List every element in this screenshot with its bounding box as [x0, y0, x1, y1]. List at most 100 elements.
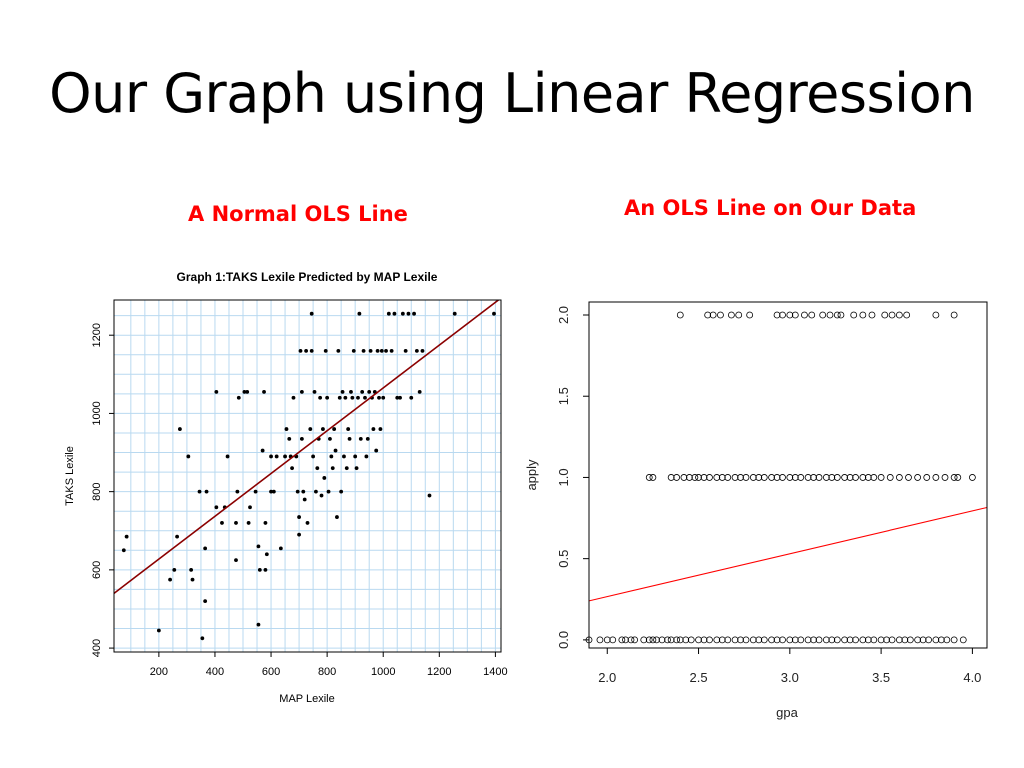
- right-data-point: [755, 474, 763, 481]
- right-data-point: [870, 636, 878, 644]
- left-data-point: [398, 395, 402, 400]
- right-data-point: [808, 311, 816, 319]
- left-y-tick-label: 400: [91, 639, 103, 657]
- right-data-point: [864, 636, 872, 644]
- left-data-point: [328, 436, 332, 441]
- left-data-point: [375, 348, 380, 353]
- left-data-point: [400, 311, 405, 316]
- right-data-point: [700, 636, 708, 644]
- right-data-point: [749, 636, 757, 644]
- left-data-point: [175, 534, 179, 539]
- right-data-point: [903, 311, 911, 319]
- left-data-point: [326, 489, 331, 494]
- left-data-point: [378, 427, 383, 431]
- right-data-point: [895, 311, 903, 319]
- right-data-point: [682, 636, 690, 644]
- right-data-point: [779, 474, 786, 481]
- right-data-point: [631, 636, 639, 644]
- right-plot-frame: [588, 301, 988, 649]
- left-data-point: [278, 546, 283, 551]
- right-data-point: [713, 474, 721, 481]
- left-data-point: [311, 454, 316, 459]
- right-data-point: [673, 636, 681, 644]
- left-y-tick-label: 1200: [91, 323, 103, 347]
- right-data-point: [914, 474, 922, 481]
- right-data-point: [667, 474, 675, 481]
- right-data-point: [737, 474, 744, 481]
- right-data-point: [718, 474, 726, 481]
- left-data-point: [156, 628, 161, 633]
- left-data-point: [336, 348, 341, 353]
- right-y-axis-label: apply: [524, 459, 539, 491]
- right-data-point: [923, 474, 931, 481]
- right-data-point: [810, 474, 817, 481]
- left-data-point: [412, 311, 416, 316]
- right-data-point: [932, 474, 940, 481]
- right-data-point: [797, 474, 805, 481]
- right-data-point: [749, 474, 757, 481]
- right-data-point: [645, 474, 653, 481]
- left-data-point: [302, 497, 307, 502]
- left-data-point: [299, 436, 304, 441]
- left-data-point: [325, 395, 330, 400]
- left-data-point: [197, 489, 202, 494]
- right-data-point: [888, 311, 896, 319]
- left-x-tick-label: 600: [262, 666, 280, 678]
- left-data-point: [246, 521, 251, 525]
- left-data-point: [304, 348, 308, 353]
- left-y-tick-label: 800: [91, 482, 103, 500]
- left-x-tick-label: 800: [318, 666, 336, 678]
- left-chart-title: Graph 1:TAKS Lexile Predicted by MAP Lex…: [177, 270, 438, 284]
- right-data-point: [804, 474, 812, 481]
- right-data-point: [950, 311, 958, 319]
- right-data-point: [596, 636, 604, 644]
- left-data-point: [427, 493, 432, 498]
- left-data-point: [417, 390, 422, 394]
- right-data-point: [742, 636, 750, 644]
- left-data-point: [172, 567, 177, 572]
- right-data-point: [870, 474, 878, 481]
- right-data-point: [925, 636, 932, 644]
- right-data-point: [901, 636, 909, 644]
- left-data-point: [329, 454, 334, 459]
- slide-title: Our Graph using Linear Regression: [49, 62, 975, 125]
- left-data-point: [297, 532, 301, 537]
- left-data-point: [168, 577, 172, 582]
- left-data-point: [263, 567, 268, 572]
- right-data-point: [695, 474, 702, 481]
- left-y-tick-label: 600: [91, 561, 103, 579]
- right-data-point: [819, 311, 827, 319]
- right-data-point: [877, 636, 885, 644]
- left-data-point: [309, 348, 314, 353]
- left-regression-line: [114, 300, 500, 594]
- right-data-point: [649, 474, 657, 481]
- right-data-point: [704, 311, 712, 319]
- right-data-point: [846, 636, 854, 644]
- left-data-point: [203, 599, 208, 604]
- right-data-point: [658, 636, 666, 644]
- left-data-point: [283, 454, 287, 459]
- left-x-axis-label: MAP Lexile: [279, 693, 334, 705]
- left-data-point: [220, 521, 224, 525]
- right-data-point: [932, 636, 940, 644]
- right-y-tick-label: 0.5: [556, 550, 571, 568]
- right-data-point: [828, 474, 836, 481]
- left-data-point: [269, 454, 273, 459]
- left-data-point: [452, 311, 457, 316]
- right-data-point: [850, 311, 858, 319]
- left-data-point: [356, 395, 360, 400]
- right-data-point: [755, 636, 763, 644]
- left-data-point: [365, 436, 370, 441]
- right-data-point: [943, 636, 951, 644]
- right-data-point: [852, 636, 859, 644]
- right-data-point: [886, 474, 894, 481]
- left-data-point: [332, 427, 337, 431]
- right-data-point: [695, 636, 702, 644]
- left-data-point: [330, 466, 335, 471]
- left-data-point: [319, 493, 324, 498]
- right-data-point: [609, 636, 617, 644]
- right-data-point: [810, 636, 817, 644]
- left-data-point: [178, 427, 182, 431]
- left-data-point: [248, 505, 252, 510]
- right-data-point: [713, 636, 721, 644]
